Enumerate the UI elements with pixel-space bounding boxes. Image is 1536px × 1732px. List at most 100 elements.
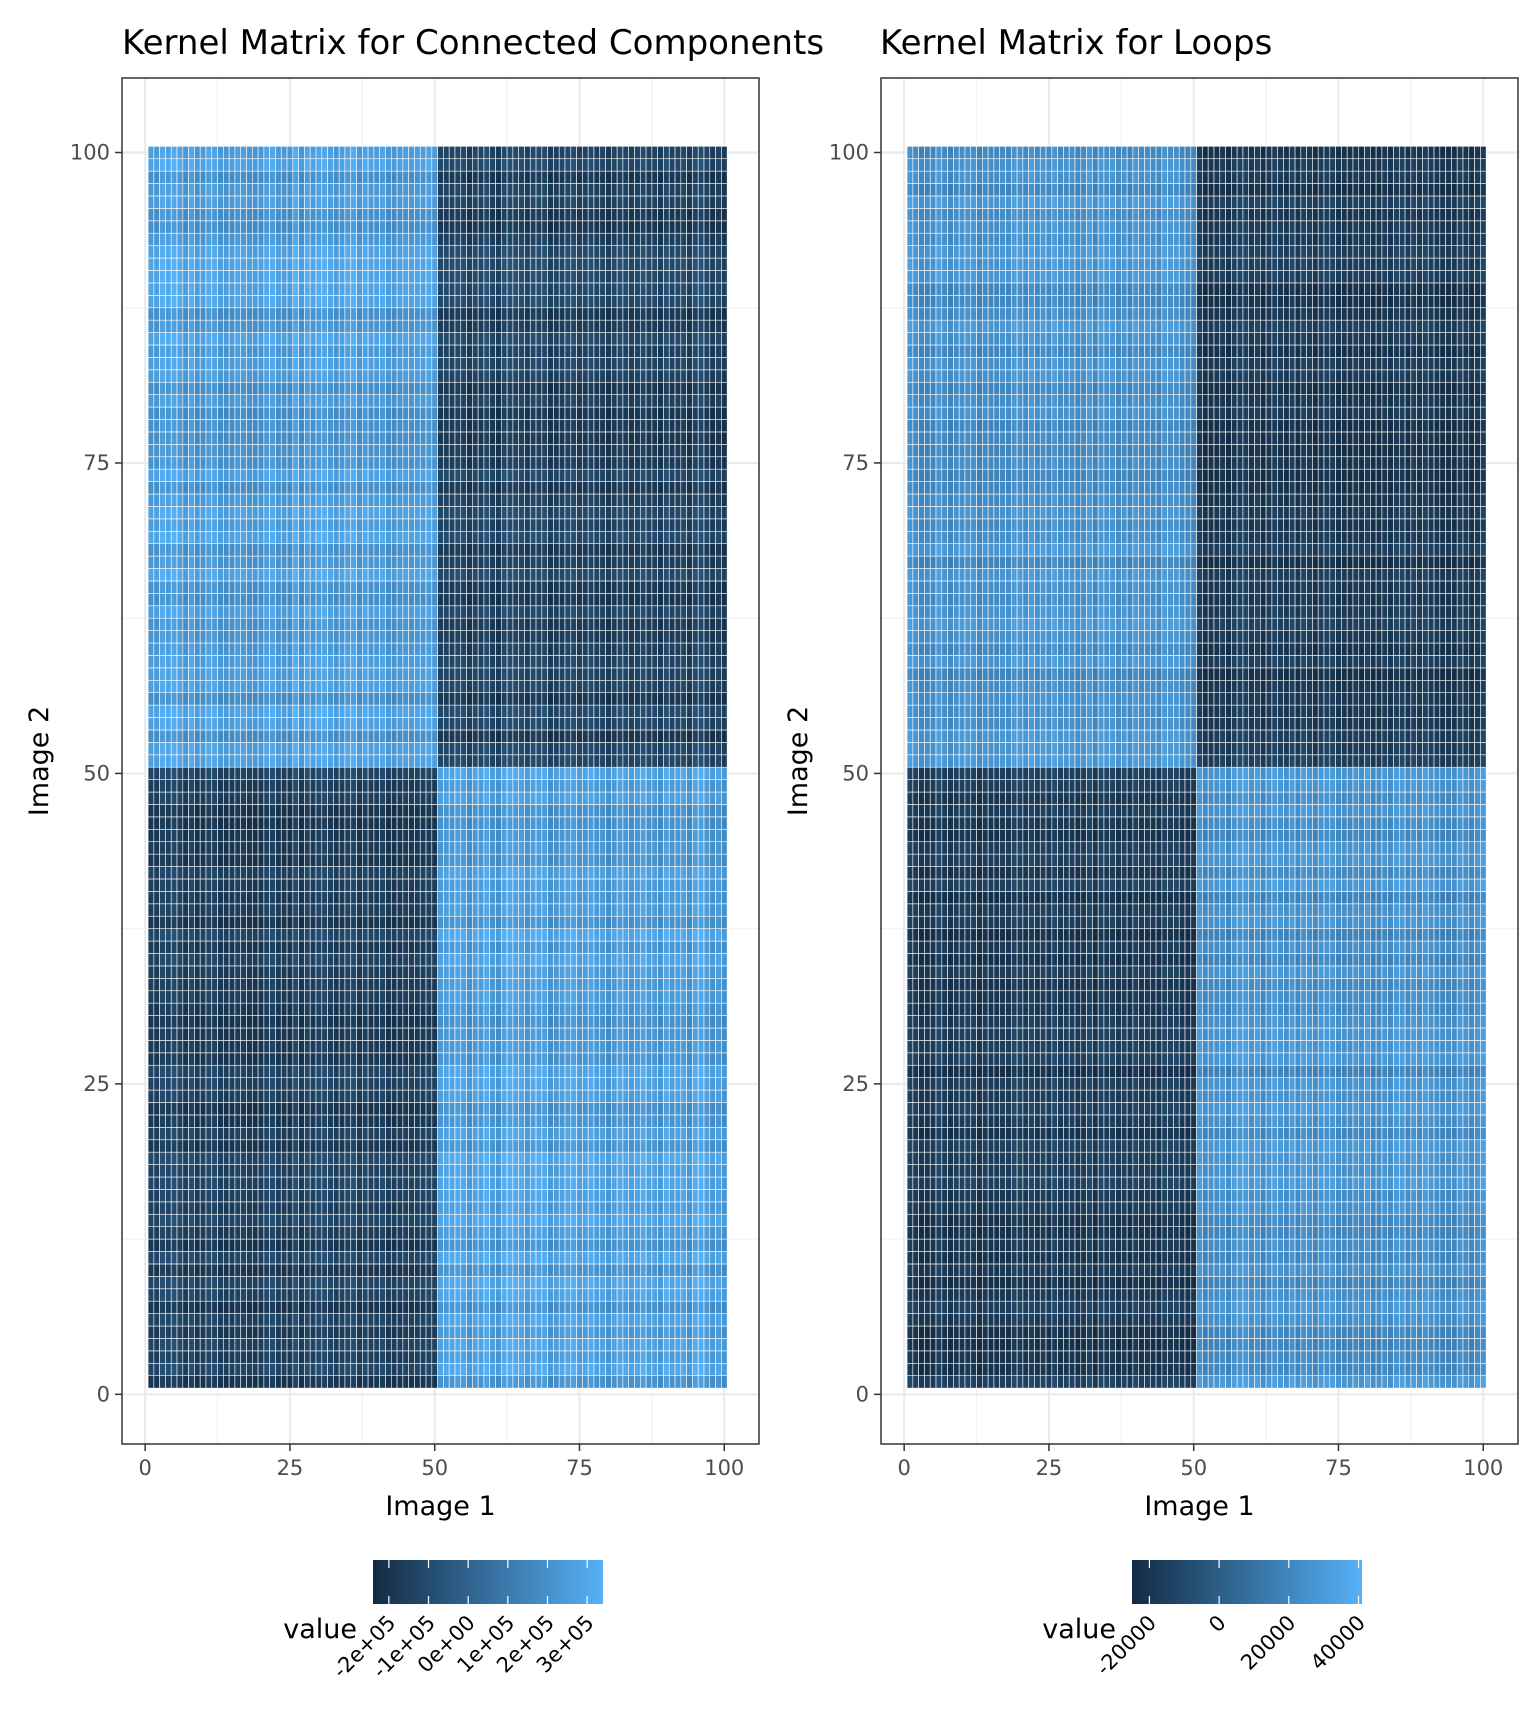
heatmap-cell [218, 668, 224, 680]
heatmap-cell [171, 1065, 177, 1077]
heatmap-cell [357, 891, 363, 903]
heatmap-cell [154, 320, 160, 332]
heatmap-cell [374, 680, 380, 692]
heatmap-cell [154, 357, 160, 369]
heatmap-cell [333, 1028, 339, 1040]
heatmap-cell [206, 1103, 212, 1115]
heatmap-cell [177, 904, 183, 916]
heatmap-cell [275, 916, 281, 928]
heatmap-cell [281, 879, 287, 891]
heatmap-cell [258, 1078, 264, 1090]
heatmap-cell [357, 233, 363, 245]
heatmap-cell [403, 730, 409, 742]
heatmap-cell [339, 1078, 345, 1090]
heatmap-cell [385, 1140, 391, 1152]
heatmap-cell [351, 1103, 357, 1115]
heatmap-cell [235, 1090, 241, 1102]
heatmap-cell [235, 159, 241, 171]
heatmap-cell [252, 1214, 258, 1226]
heatmap-cell [218, 804, 224, 816]
heatmap-cell [258, 258, 264, 270]
heatmap-cell [385, 1103, 391, 1115]
heatmap-cell [148, 792, 154, 804]
heatmap-cell [270, 780, 276, 792]
heatmap-cell [333, 1239, 339, 1251]
heatmap-cell [171, 742, 177, 754]
heatmap-cell [154, 668, 160, 680]
heatmap-cell [391, 829, 397, 841]
heatmap-cell [322, 755, 328, 767]
heatmap-cell [189, 1227, 195, 1239]
heatmap-cell [160, 1301, 166, 1313]
heatmap-cell [241, 867, 247, 879]
heatmap-cell [345, 556, 351, 568]
heatmap-cell [351, 891, 357, 903]
heatmap-cell [322, 1140, 328, 1152]
heatmap-cell [293, 718, 299, 730]
heatmap-cell [218, 767, 224, 779]
heatmap-cell [322, 742, 328, 754]
heatmap-cell [177, 693, 183, 705]
heatmap-cell [385, 1177, 391, 1189]
heatmap-cell [183, 519, 189, 531]
heatmap-cell [403, 991, 409, 1003]
heatmap-cell [177, 569, 183, 581]
heatmap-cell [403, 246, 409, 258]
heatmap-cell [385, 854, 391, 866]
heatmap-cell [397, 655, 403, 667]
heatmap-cell [229, 1040, 235, 1052]
heatmap-cell [339, 184, 345, 196]
heatmap-cell [380, 1376, 386, 1388]
heatmap-cell [409, 270, 415, 282]
heatmap-cell [218, 655, 224, 667]
heatmap-cell [275, 854, 281, 866]
heatmap-cell [270, 320, 276, 332]
heatmap-cell [380, 196, 386, 208]
heatmap-cell [316, 420, 322, 432]
heatmap-cell [322, 1152, 328, 1164]
heatmap-cell [374, 879, 380, 891]
heatmap-cell [258, 221, 264, 233]
heatmap-cell [345, 146, 351, 158]
heatmap-cell [241, 755, 247, 767]
heatmap-cell [148, 1028, 154, 1040]
heatmap-cell [148, 146, 154, 158]
heatmap-cell [316, 146, 322, 158]
heatmap-cell [397, 1053, 403, 1065]
heatmap-cell [235, 606, 241, 618]
heatmap-cell [304, 941, 310, 953]
heatmap-cell [339, 357, 345, 369]
heatmap-cell [177, 1165, 183, 1177]
heatmap-cell [189, 606, 195, 618]
heatmap-cell [310, 966, 316, 978]
heatmap-cell [351, 581, 357, 593]
heatmap-cell [293, 494, 299, 506]
heatmap-cell [165, 792, 171, 804]
heatmap-cell [241, 482, 247, 494]
heatmap-cell [160, 320, 166, 332]
heatmap-cell [299, 705, 305, 717]
heatmap-cell [374, 1276, 380, 1288]
heatmap-cell [229, 941, 235, 953]
heatmap-cell [270, 581, 276, 593]
heatmap-cell [362, 1189, 368, 1201]
heatmap-cell [177, 680, 183, 692]
heatmap-cell [252, 395, 258, 407]
heatmap-cell [218, 469, 224, 481]
heatmap-cell [212, 1090, 218, 1102]
heatmap-cell [275, 320, 281, 332]
heatmap-cell [206, 606, 212, 618]
heatmap-cell [391, 606, 397, 618]
heatmap-cell [206, 1252, 212, 1264]
heatmap-cell [165, 469, 171, 481]
heatmap-cell [235, 1127, 241, 1139]
heatmap-cell [281, 1140, 287, 1152]
heatmap-cell [200, 1351, 206, 1363]
heatmap-cell [362, 308, 368, 320]
heatmap-cell [212, 829, 218, 841]
heatmap-cell [218, 395, 224, 407]
heatmap-cell [148, 1053, 154, 1065]
heatmap-cell [328, 668, 334, 680]
heatmap-cell [333, 1127, 339, 1139]
heatmap-cell [258, 1003, 264, 1015]
